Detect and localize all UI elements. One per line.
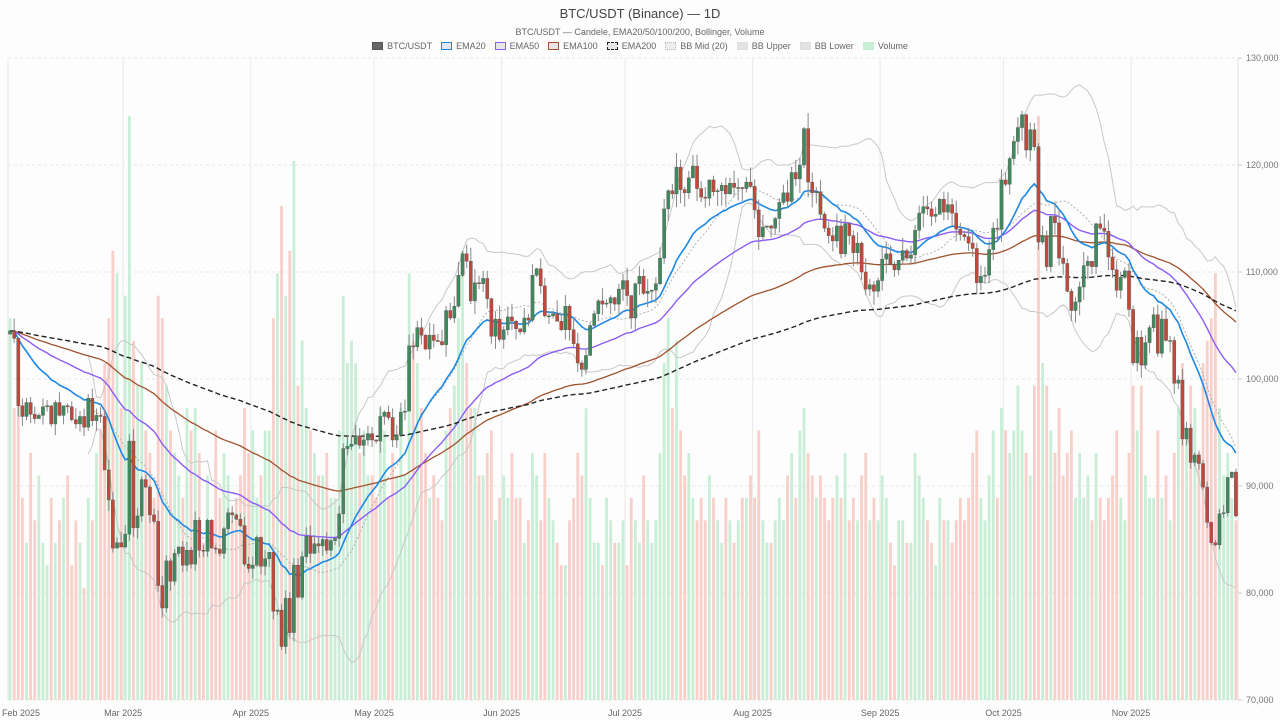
x-axis: Feb 2025 Mar 2025 Apr 2025 May 2025 Jun 2025… xyxy=(2,708,1150,718)
legend-swatch-icon xyxy=(665,42,677,50)
y-tick-label: 130,000 xyxy=(1246,53,1279,63)
legend-item-ema50[interactable]: EMA50 xyxy=(494,41,540,51)
y-tick-label: 80,000 xyxy=(1246,588,1274,598)
bb-upper-line xyxy=(87,84,1237,510)
chart-subtitle: BTC/USDT — Candele, EMA20/50/100/200, Bo… xyxy=(515,27,765,37)
legend-swatch-icon xyxy=(862,42,874,50)
legend-label: EMA50 xyxy=(509,41,540,51)
ema20-line xyxy=(9,182,1237,577)
x-tick-label: Nov 2025 xyxy=(1112,708,1151,718)
legend-label: Volume xyxy=(877,41,908,51)
x-tick-label: Jul 2025 xyxy=(608,708,642,718)
legend-label: BB Upper xyxy=(751,41,791,51)
legend-item-ema20[interactable]: EMA20 xyxy=(441,41,486,51)
legend-label: EMA100 xyxy=(563,41,598,51)
x-tick-label: Aug 2025 xyxy=(733,708,772,718)
bollinger-bands xyxy=(87,84,1237,664)
x-tick-label: Jun 2025 xyxy=(483,708,520,718)
x-tick-label: Apr 2025 xyxy=(232,708,269,718)
bb-mid-line xyxy=(87,185,1237,573)
x-tick-label: Mar 2025 xyxy=(104,708,142,718)
legend-item-btc-usdt[interactable]: BTC/USDT xyxy=(372,41,432,51)
legend-swatch-icon xyxy=(548,42,560,50)
y-tick-label: 70,000 xyxy=(1246,695,1274,705)
legend-item-ema100[interactable]: EMA100 xyxy=(548,41,598,51)
legend-item-ema200[interactable]: EMA200 xyxy=(606,41,657,51)
x-tick-label: Oct 2025 xyxy=(985,708,1022,718)
ema100-line xyxy=(10,235,1237,492)
legend-item-bb-upper[interactable]: BB Upper xyxy=(736,41,791,51)
legend-label: EMA200 xyxy=(621,41,657,51)
legend-item-bb-mid-20-[interactable]: BB Mid (20) xyxy=(665,41,728,51)
legend-swatch-icon xyxy=(441,42,453,50)
legend-label: BB Mid (20) xyxy=(680,41,728,51)
x-tick-label: Feb 2025 xyxy=(2,708,40,718)
y-tick-label: 100,000 xyxy=(1246,374,1279,384)
x-tick-label: Sep 2025 xyxy=(861,708,900,718)
legend-swatch-icon xyxy=(799,42,811,50)
candlesticks xyxy=(8,110,1238,654)
y-tick-label: 110,000 xyxy=(1246,267,1278,277)
chart-legend: BTC/USDT EMA20 EMA50 EMA100 EMA200 BB Mid (20… xyxy=(0,41,1280,51)
ema-lines xyxy=(9,182,1237,577)
legend-label: BB Lower xyxy=(814,41,854,51)
legend-swatch-icon xyxy=(494,42,506,50)
legend-swatch-icon xyxy=(606,42,618,50)
legend-swatch-icon xyxy=(736,42,748,50)
ema50-line xyxy=(10,209,1237,539)
y-axis: 70,000 80,000 90,000 100,000 110,000 120,000 1… xyxy=(1238,53,1279,705)
y-tick-label: 120,000 xyxy=(1246,160,1279,170)
legend-label: EMA20 xyxy=(456,41,486,51)
chart-title: BTC/USDT (Binance) — 1D xyxy=(559,6,721,21)
y-tick-label: 90,000 xyxy=(1246,481,1274,491)
legend-item-volume[interactable]: Volume xyxy=(862,41,908,51)
legend-label: BTC/USDT xyxy=(387,41,433,51)
bb-lower-line xyxy=(87,202,1237,664)
legend-item-bb-lower[interactable]: BB Lower xyxy=(799,41,854,51)
x-tick-label: May 2025 xyxy=(354,708,394,718)
legend-swatch-icon xyxy=(372,42,384,50)
